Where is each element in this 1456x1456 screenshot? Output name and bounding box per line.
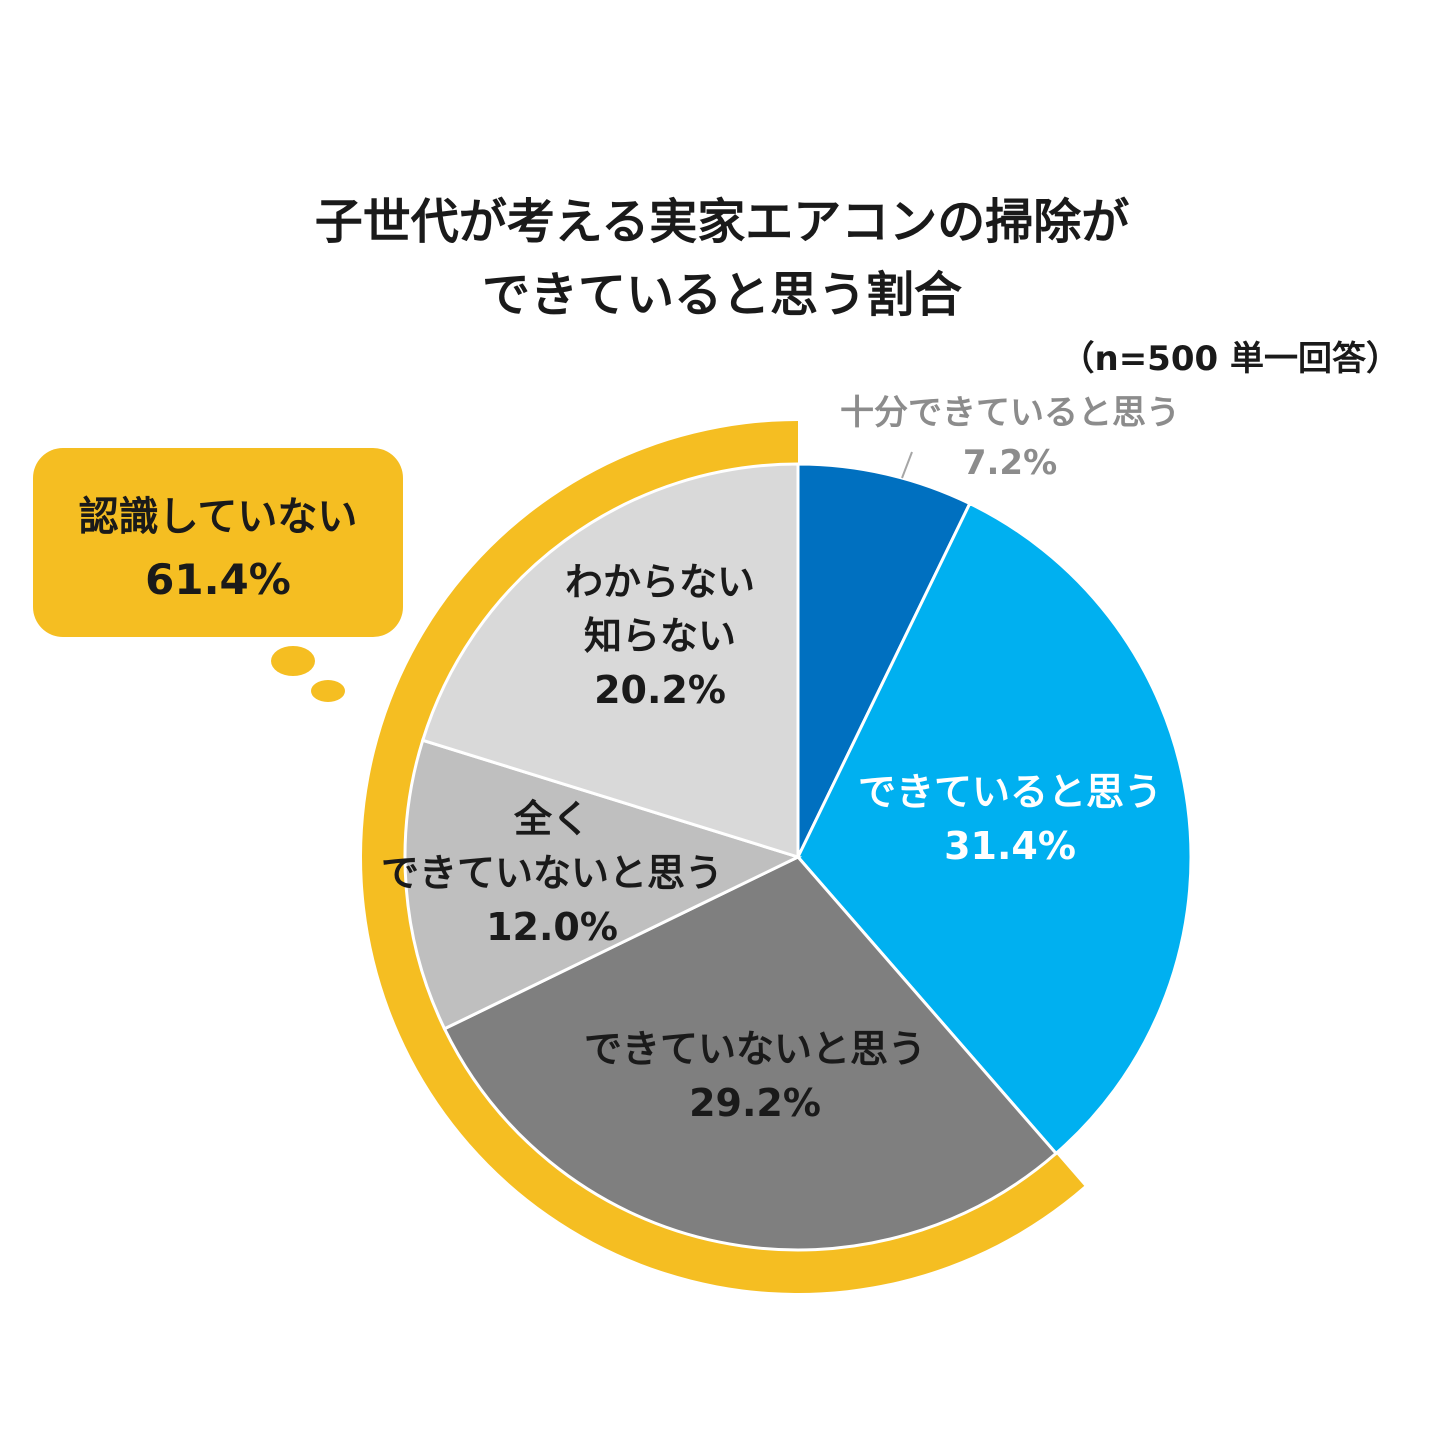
chart-title-line-1: 子世代が考える実家エアコンの掃除が <box>315 194 1130 250</box>
chart-title-line-2: できていると思う割合 <box>482 267 962 323</box>
slice-category-label: できていないと思う <box>584 1027 926 1071</box>
pie-slice <box>403 738 803 1031</box>
slice-category-label: できていないと思う <box>381 851 723 895</box>
pie-slice <box>796 462 972 858</box>
group-callout: 認識していない 61.4% <box>33 448 403 702</box>
slice-category-label: 全く <box>513 797 590 841</box>
pie-slices <box>403 462 1193 1252</box>
pie-slice <box>420 462 800 860</box>
slice-category-label: できていると思う <box>858 770 1162 814</box>
callout-value: 61.4% <box>145 555 291 604</box>
pie-slice <box>796 501 1193 1156</box>
callout-dot-large <box>271 646 315 676</box>
leader-line <box>901 451 913 479</box>
group-ring <box>361 421 1085 1293</box>
slice-labels: 十分できていると思う 7.2% できていると思う 31.4% できていないと思う 29.2… <box>381 393 1180 1125</box>
callout-bubble <box>33 448 403 637</box>
slice-category-label: 知らない <box>584 614 736 658</box>
slice-value-label: 12.0% <box>486 905 618 949</box>
group-ring-arc <box>361 421 1085 1293</box>
chart-subtitle: （n=500 単一回答） <box>1060 339 1400 379</box>
slice-category-label: わからない <box>565 560 755 604</box>
slice-value-label: 7.2% <box>963 443 1057 483</box>
slice-value-label: 31.4% <box>944 824 1076 868</box>
slice-value-label: 20.2% <box>594 668 726 712</box>
slice-category-label: 十分できていると思う <box>840 393 1180 433</box>
callout-label: 認識していない <box>79 494 358 540</box>
callout-dot-small <box>311 680 345 702</box>
slice-value-label: 29.2% <box>689 1081 821 1125</box>
